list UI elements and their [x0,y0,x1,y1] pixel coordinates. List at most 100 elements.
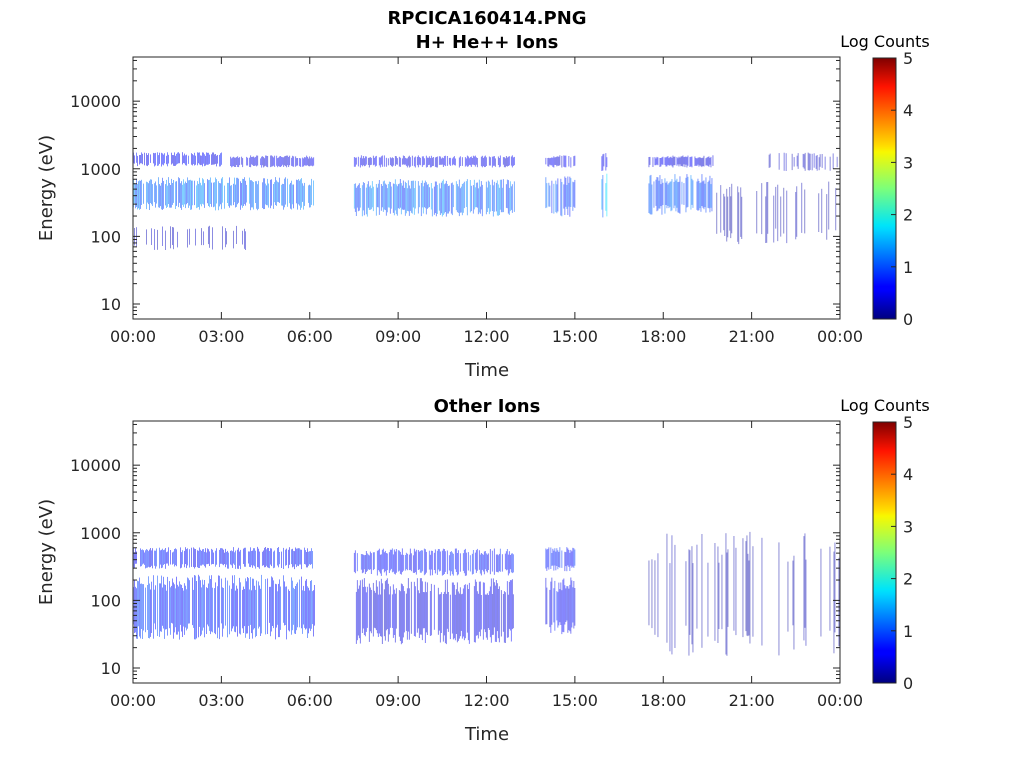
spectrogram-streak [677,158,679,165]
spectrogram-streak [555,157,557,165]
spectrogram-streak [702,157,704,166]
spectrogram-streak [409,548,411,570]
spectrogram-streak [197,152,198,166]
spectrogram-streak [134,155,135,164]
spectrogram-streak [166,179,167,208]
spectrogram-streak [731,183,733,234]
spectrogram-streak [182,152,183,165]
spectrogram-streak [401,584,403,644]
spectrogram-streak [483,582,485,630]
spectrogram-streak [506,581,508,638]
spectrogram-streak [159,152,160,164]
spectrogram-streak [388,181,390,208]
spectrogram-streak [193,547,194,567]
spectrogram-streak [660,158,662,167]
spectrogram-streak [474,579,476,643]
spectrogram-streak [147,182,148,203]
spectrogram-streak [297,180,298,210]
spectrogram-streak [151,581,152,633]
spectrogram-streak [149,180,150,210]
spectrogram-streak [444,155,446,167]
spectrogram-streak [206,152,207,165]
spectrogram-streak [243,179,244,206]
spectrogram-streak [410,581,412,634]
spectrogram-streak [201,587,202,635]
spectrogram-streak [355,187,357,216]
spectrogram-streak [418,185,420,208]
spectrogram-streak [213,152,214,165]
spectrogram-streak [434,549,436,574]
spectrogram-streak [141,179,142,205]
spectrogram-streak [414,551,416,573]
spectrogram-streak [267,156,269,168]
spectrogram-streak [485,157,487,166]
spectrogram-streak [374,592,376,629]
spectrogram-streak [250,155,252,168]
spectrogram-streak [360,155,362,166]
spectrogram-streak [237,588,238,637]
spectrogram-streak [372,155,374,166]
spectrogram-streak [187,229,188,248]
spectrogram-streak [308,551,309,566]
spectrogram-streak [260,588,261,636]
spectrogram-streak [437,587,439,635]
spectrogram-streak [285,155,287,167]
spectrogram-streak [687,155,689,166]
spectrogram-streak [266,155,268,167]
spectrogram-streak [263,157,265,168]
spectrogram-streak [797,153,799,169]
spectrogram-streak [143,550,144,564]
spectrogram-streak [461,593,463,639]
spectrogram-streak [446,550,448,575]
spectrogram-streak [147,585,148,630]
spectrogram-streak [291,577,292,635]
spectrogram-streak [259,585,260,627]
spectrogram-streak [443,184,445,214]
spectrogram-streak [690,175,692,210]
spectrogram-streak [251,551,252,566]
spectrogram-streak [548,547,550,570]
spectrogram-streak [661,157,663,165]
spectrogram-streak [735,547,737,636]
spectrogram-streak [409,157,411,167]
spectrogram-streak [417,155,419,168]
spectrogram-streak [570,157,572,168]
spectrogram-streak [727,196,729,238]
spectrogram-streak [393,549,395,574]
spectrogram-streak [656,156,658,165]
spectrogram-streak [440,592,442,633]
spectrogram-streak [422,156,424,166]
spectrogram-streak [395,588,397,629]
spectrogram-streak [291,549,292,565]
spectrogram-streak [499,548,501,572]
spectrogram-streak [489,184,491,212]
spectrogram-streak [234,157,236,167]
spectrogram-streak [359,157,361,168]
spectrogram-streak [552,157,554,167]
spectrogram-streak [357,184,359,212]
spectrogram-streak [475,157,477,165]
spectrogram-streak [553,550,555,571]
spectrogram-streak [233,156,235,167]
spectrogram-streak [187,548,188,566]
spectrogram-streak [670,156,672,165]
spectrogram-streak [451,158,453,166]
spectrogram-streak [667,156,669,165]
spectrogram-streak [283,575,284,623]
spectrogram-streak [262,156,264,166]
spectrogram-streak [191,180,192,210]
spectrogram-streak [443,591,445,636]
spectrogram-streak [391,157,393,167]
spectrogram-streak [492,185,494,217]
spectrogram-streak [304,590,305,628]
spectrogram-streak [313,157,315,166]
spectrogram-streak [274,155,276,167]
spectrogram-streak [493,156,495,166]
spectrogram-streak [689,157,691,167]
spectrogram-streak [164,584,165,639]
spectrogram-streak [566,586,568,621]
colorbar-label: Log Counts [840,396,930,415]
spectrogram-streak [299,548,300,565]
x-tick-label: 21:00 [729,327,775,346]
spectrogram-streak [301,549,302,570]
